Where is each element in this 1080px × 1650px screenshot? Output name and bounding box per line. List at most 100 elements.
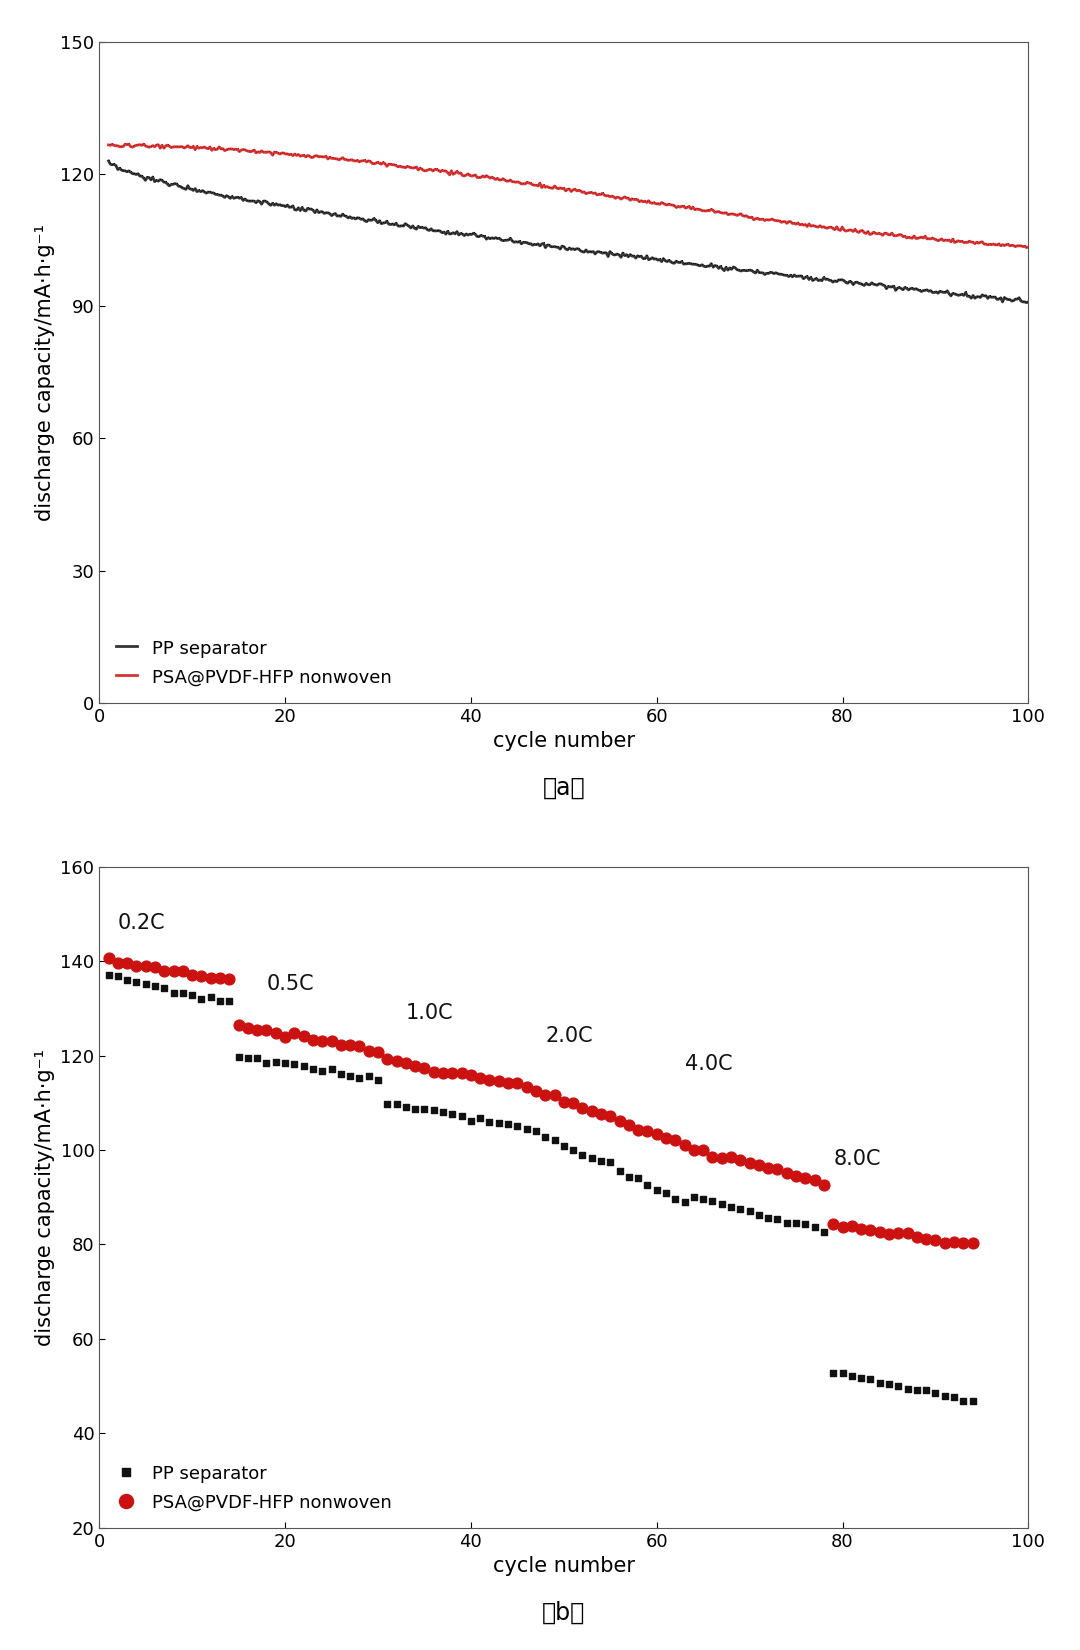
- PP separator: [731, 1196, 748, 1223]
- PP separator: [286, 1051, 303, 1077]
- PSA@PVDF-HFP nonwoven: [295, 1023, 312, 1049]
- PP separator: [305, 1056, 322, 1082]
- PP separator: [955, 1388, 972, 1414]
- PSA@PVDF-HFP nonwoven: [546, 178, 559, 198]
- PP separator: [360, 1063, 377, 1089]
- PP separator: [406, 1096, 423, 1122]
- PP separator: [852, 1365, 869, 1391]
- PSA@PVDF-HFP nonwoven: [444, 1059, 461, 1086]
- PP separator: [658, 1180, 675, 1206]
- PP separator: [611, 1158, 629, 1185]
- PP separator: [704, 1188, 721, 1214]
- PSA@PVDF-HFP nonwoven: [341, 1031, 359, 1058]
- PSA@PVDF-HFP nonwoven: [165, 959, 183, 985]
- PP separator: [964, 1388, 982, 1414]
- PSA@PVDF-HFP nonwoven: [955, 1229, 972, 1256]
- PP separator: [787, 1209, 805, 1236]
- PSA@PVDF-HFP nonwoven: [1022, 238, 1035, 257]
- PP separator: [899, 1376, 916, 1402]
- PSA@PVDF-HFP nonwoven: [100, 945, 118, 972]
- PSA@PVDF-HFP nonwoven: [573, 1094, 591, 1120]
- PSA@PVDF-HFP nonwoven: [945, 1229, 962, 1256]
- PSA@PVDF-HFP nonwoven: [137, 954, 154, 980]
- Line: PSA@PVDF-HFP nonwoven: PSA@PVDF-HFP nonwoven: [109, 144, 1028, 248]
- PP separator: [539, 238, 552, 257]
- PP separator: [434, 1099, 451, 1125]
- PP separator: [599, 243, 612, 262]
- PSA@PVDF-HFP nonwoven: [137, 134, 150, 153]
- PSA@PVDF-HFP nonwoven: [184, 962, 201, 988]
- PP separator: [184, 982, 201, 1008]
- PP separator: [856, 274, 869, 294]
- PP separator: [416, 1096, 433, 1122]
- PP separator: [267, 1048, 284, 1074]
- PSA@PVDF-HFP nonwoven: [787, 1163, 805, 1190]
- PP separator: [240, 1044, 257, 1071]
- PSA@PVDF-HFP nonwoven: [127, 952, 145, 978]
- PP separator: [890, 1373, 907, 1399]
- PSA@PVDF-HFP nonwoven: [406, 1053, 423, 1079]
- PP separator: [685, 1185, 702, 1211]
- PP separator: [276, 1049, 294, 1076]
- Text: 0.5C: 0.5C: [267, 974, 314, 995]
- PSA@PVDF-HFP nonwoven: [481, 1068, 498, 1094]
- PP separator: [388, 1091, 405, 1117]
- PP separator: [694, 1186, 712, 1213]
- PP separator: [806, 1214, 823, 1241]
- PSA@PVDF-HFP nonwoven: [638, 1119, 656, 1145]
- PSA@PVDF-HFP nonwoven: [174, 957, 191, 983]
- PP separator: [313, 1058, 330, 1084]
- PSA@PVDF-HFP nonwoven: [731, 1147, 748, 1173]
- PSA@PVDF-HFP nonwoven: [212, 965, 229, 992]
- PP separator: [127, 969, 145, 995]
- PP separator: [499, 1110, 516, 1137]
- PSA@PVDF-HFP nonwoven: [648, 1120, 665, 1147]
- PP separator: [834, 1360, 851, 1386]
- PP separator: [741, 1198, 758, 1224]
- PSA@PVDF-HFP nonwoven: [527, 1077, 544, 1104]
- PSA@PVDF-HFP nonwoven: [843, 1213, 861, 1239]
- PSA@PVDF-HFP nonwoven: [156, 959, 173, 985]
- Text: 1.0C: 1.0C: [406, 1003, 454, 1023]
- PP separator: [843, 1363, 861, 1389]
- PSA@PVDF-HFP nonwoven: [852, 1216, 869, 1242]
- PSA@PVDF-HFP nonwoven: [759, 1155, 777, 1181]
- X-axis label: cycle number: cycle number: [492, 1556, 635, 1576]
- PSA@PVDF-HFP nonwoven: [202, 964, 219, 990]
- PSA@PVDF-HFP nonwoven: [426, 1059, 443, 1086]
- PP separator: [759, 1204, 777, 1231]
- PSA@PVDF-HFP nonwoven: [602, 1102, 619, 1129]
- PSA@PVDF-HFP nonwoven: [899, 1219, 916, 1246]
- PP separator: [620, 1165, 637, 1191]
- PP separator: [862, 1366, 879, 1393]
- PP separator: [351, 1064, 368, 1091]
- PP separator: [908, 1378, 926, 1404]
- PP separator: [880, 1371, 897, 1398]
- PP separator: [537, 1124, 554, 1150]
- PSA@PVDF-HFP nonwoven: [434, 1059, 451, 1086]
- PSA@PVDF-HFP nonwoven: [611, 1109, 629, 1135]
- PSA@PVDF-HFP nonwoven: [918, 1226, 935, 1252]
- PP separator: [565, 1137, 582, 1163]
- Legend: PP separator, PSA@PVDF-HFP nonwoven: PP separator, PSA@PVDF-HFP nonwoven: [108, 632, 399, 693]
- PP separator: [156, 975, 173, 1002]
- PP separator: [462, 1109, 480, 1135]
- PP separator: [220, 988, 238, 1015]
- PSA@PVDF-HFP nonwoven: [630, 1117, 647, 1143]
- PP separator: [592, 1148, 609, 1175]
- PP separator: [230, 1043, 247, 1069]
- PP separator: [713, 1191, 730, 1218]
- PP separator: [1022, 292, 1035, 312]
- PP separator: [583, 1145, 600, 1172]
- PP separator: [369, 1068, 387, 1094]
- PSA@PVDF-HFP nonwoven: [651, 193, 664, 213]
- PP separator: [927, 1379, 944, 1406]
- PSA@PVDF-HFP nonwoven: [351, 1033, 368, 1059]
- PSA@PVDF-HFP nonwoven: [555, 1089, 572, 1115]
- PSA@PVDF-HFP nonwoven: [806, 1167, 823, 1193]
- PP separator: [815, 1219, 833, 1246]
- PP separator: [638, 1172, 656, 1198]
- PP separator: [573, 1142, 591, 1168]
- PSA@PVDF-HFP nonwoven: [462, 1063, 480, 1089]
- Text: 0.2C: 0.2C: [118, 912, 165, 932]
